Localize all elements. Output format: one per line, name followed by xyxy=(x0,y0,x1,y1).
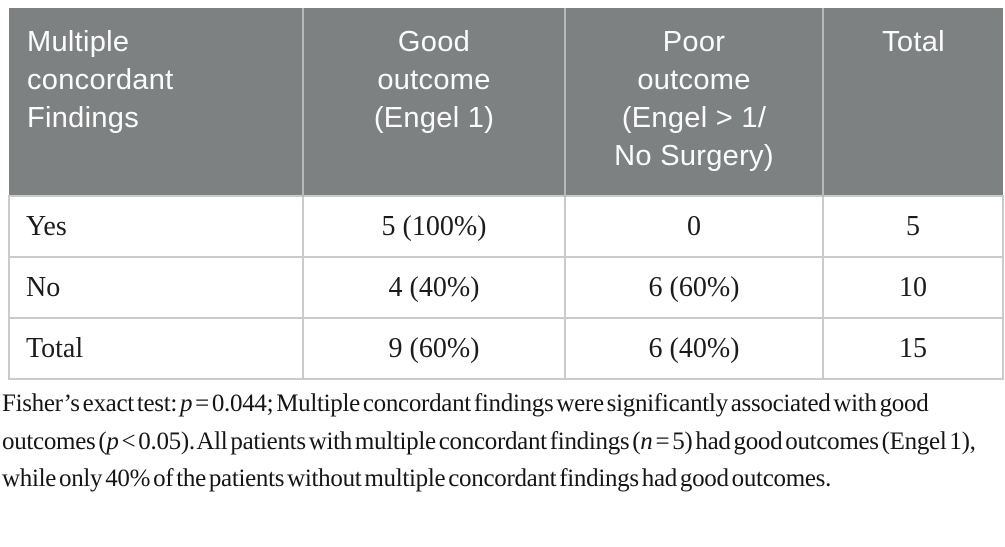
cell-yes-good-outcome: 5 (100%) xyxy=(302,195,566,258)
header-cell-multiple-concordant-findings: Multiple concordant Findings xyxy=(9,8,303,196)
table-row-yes: Yes 5 (100%) 0 5 xyxy=(8,195,1004,258)
header-cell-good-outcome: Good outcome (Engel 1) xyxy=(302,8,565,196)
outcome-table-figure: Multiple concordant Findings Good outcom… xyxy=(8,8,1004,380)
cell-yes-poor-outcome: 0 xyxy=(564,195,824,258)
cell-total-poor-outcome: 6 (40%) xyxy=(564,317,824,380)
outcome-table: Multiple concordant Findings Good outcom… xyxy=(8,8,1004,380)
cell-no-total: 10 xyxy=(822,256,1004,319)
cell-no-poor-outcome: 6 (60%) xyxy=(564,256,824,319)
cell-yes-total: 5 xyxy=(822,195,1004,258)
table-row-no: No 4 (40%) 6 (60%) 10 xyxy=(8,256,1004,319)
cell-no-good-outcome: 4 (40%) xyxy=(302,256,566,319)
cell-total-good-outcome: 9 (60%) xyxy=(302,317,566,380)
header-row: Multiple concordant Findings Good outcom… xyxy=(9,8,1003,196)
header-cell-total: Total xyxy=(822,8,1003,196)
footnote: Fisher’s exact test: p = 0.044; Multiple… xyxy=(2,390,976,492)
cell-total-total: 15 xyxy=(822,317,1004,380)
table-row-total: Total 9 (60%) 6 (40%) 15 xyxy=(8,317,1004,380)
row-label-total: Total xyxy=(8,317,304,380)
row-label-no: No xyxy=(8,256,304,319)
row-label-yes: Yes xyxy=(8,195,304,258)
header-cell-poor-outcome: Poor outcome (Engel > 1/ No Surgery) xyxy=(564,8,823,196)
